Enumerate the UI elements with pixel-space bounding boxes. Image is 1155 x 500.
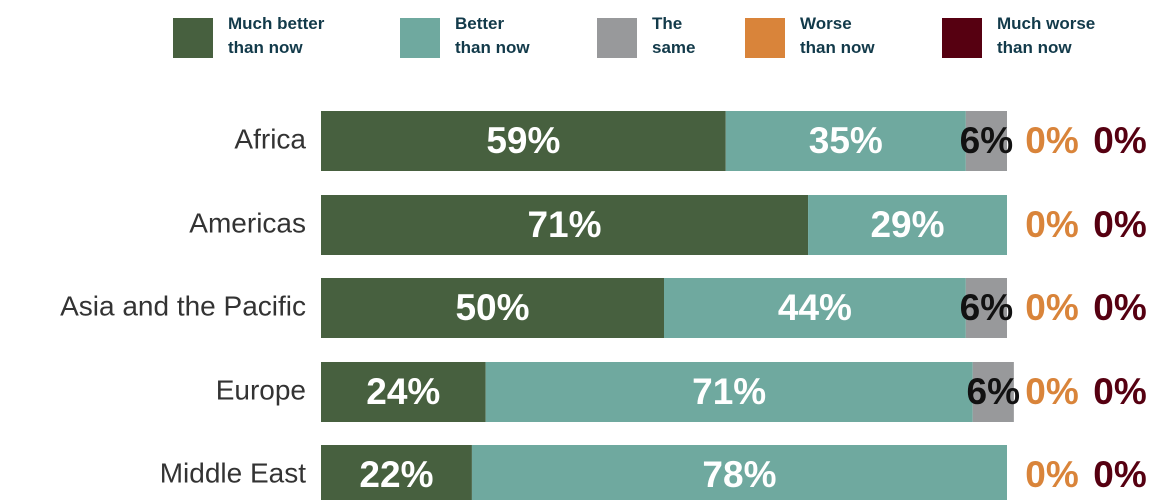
bar-segment <box>485 362 973 422</box>
legend-label: Worse than now <box>800 14 875 57</box>
bar-segment <box>725 111 966 171</box>
value-label: 6% <box>967 371 1020 412</box>
legend-swatch <box>942 18 982 58</box>
value-label: 0% <box>1093 120 1146 161</box>
bar-segment <box>664 278 966 338</box>
value-label: 22% <box>359 454 433 495</box>
category-label: Middle East <box>160 457 307 488</box>
value-label: 0% <box>1025 287 1078 328</box>
value-label: 71% <box>692 371 766 412</box>
bar-segment <box>321 195 809 255</box>
value-label: 78% <box>702 454 776 495</box>
value-label: 59% <box>486 120 560 161</box>
legend-swatch <box>400 18 440 58</box>
value-label: 0% <box>1093 371 1146 412</box>
bar-segment <box>321 362 486 422</box>
category-label: Europe <box>216 374 306 405</box>
bar-segment <box>965 278 1007 338</box>
value-label: 0% <box>1025 454 1078 495</box>
value-label: 29% <box>870 204 944 245</box>
legend-label: Much better than now <box>228 14 325 57</box>
category-label: Africa <box>234 123 306 154</box>
bar-segment <box>972 362 1014 422</box>
bar-segment <box>321 278 664 338</box>
legend-swatch <box>173 18 213 58</box>
legend-label: The same <box>652 14 696 57</box>
bar-segment <box>808 195 1007 255</box>
bar-segment <box>965 111 1007 171</box>
value-label: 35% <box>809 120 883 161</box>
value-label: 6% <box>960 120 1013 161</box>
value-label: 6% <box>960 287 1013 328</box>
legend-label: Much worse than now <box>997 14 1096 57</box>
legend-label: Better than now <box>455 14 530 57</box>
value-label: 0% <box>1025 371 1078 412</box>
value-label: 0% <box>1093 454 1146 495</box>
value-label: 24% <box>366 371 440 412</box>
bar-segment <box>321 445 472 500</box>
value-label: 0% <box>1093 204 1146 245</box>
value-label: 44% <box>778 287 852 328</box>
value-label: 0% <box>1025 204 1078 245</box>
legend-swatch <box>597 18 637 58</box>
bar-segment <box>321 111 726 171</box>
legend-swatch <box>745 18 785 58</box>
category-label: Asia and the Pacific <box>60 290 306 321</box>
bar-segment <box>471 445 1007 500</box>
value-label: 50% <box>455 287 529 328</box>
value-label: 71% <box>527 204 601 245</box>
value-label: 0% <box>1093 287 1146 328</box>
value-label: 0% <box>1025 120 1078 161</box>
category-label: Americas <box>189 207 306 238</box>
